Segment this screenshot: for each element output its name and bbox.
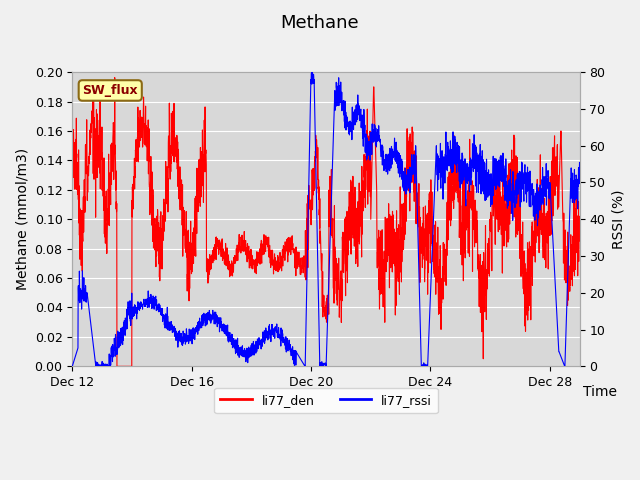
Text: SW_flux: SW_flux [83, 84, 138, 97]
Text: Methane: Methane [281, 14, 359, 33]
Y-axis label: RSSI (%): RSSI (%) [611, 190, 625, 249]
Legend: li77_den, li77_rssi: li77_den, li77_rssi [214, 387, 438, 413]
Y-axis label: Methane (mmol/m3): Methane (mmol/m3) [15, 148, 29, 290]
X-axis label: Time: Time [583, 385, 617, 399]
